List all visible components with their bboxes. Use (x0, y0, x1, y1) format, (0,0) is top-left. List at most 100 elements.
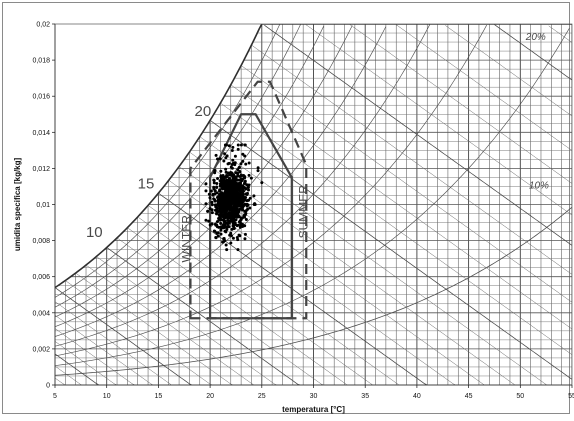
scatter-point (220, 186, 224, 190)
scatter-point (222, 237, 226, 241)
wet-bulb-line (55, 301, 174, 385)
scatter-point (222, 223, 226, 226)
scatter-point (218, 157, 222, 161)
scatter-point (231, 161, 235, 165)
scatter-point (219, 174, 223, 178)
scatter-point (243, 232, 247, 236)
scatter-point (237, 233, 241, 237)
summer-label: SUMMER (296, 185, 310, 239)
relative-humidity-curve (55, 25, 353, 328)
wet-bulb-line (240, 65, 572, 303)
scatter-point (232, 226, 236, 230)
scatter-point (233, 200, 237, 204)
scatter-point (222, 159, 226, 163)
wet-bulb-line (494, 24, 572, 81)
scatter-point (204, 218, 208, 222)
wet-bulb-line (116, 237, 324, 385)
scatter-point (243, 143, 247, 147)
scatter-point (245, 199, 249, 203)
scatter-point (216, 157, 219, 161)
scatter-point (226, 162, 230, 166)
relative-humidity-curve (55, 24, 281, 298)
scatter-point (220, 201, 224, 205)
y-tick-label: 0,002 (32, 346, 50, 353)
x-tick-label: 35 (361, 393, 369, 400)
scatter-point (216, 234, 220, 238)
scatter-point (236, 147, 240, 151)
scatter-point (219, 232, 223, 236)
y-tick-label: 0,014 (32, 130, 50, 137)
wet-bulb-line (55, 315, 154, 385)
scatter-point (236, 248, 240, 252)
scatter-point (243, 154, 247, 158)
scatter-point (242, 186, 246, 190)
scatter-point (238, 221, 242, 225)
scatter-point (225, 248, 229, 252)
x-tick-label: 25 (258, 393, 266, 400)
scatter-point (247, 161, 251, 165)
scatter-point (207, 219, 211, 223)
scatter-point (218, 218, 222, 222)
scatter-point (224, 180, 228, 184)
wet-bulb-line (55, 353, 100, 385)
wet-bulb-line (127, 227, 350, 385)
x-tick-label: 45 (465, 393, 473, 400)
chart-annotation: 10% (529, 180, 549, 191)
wet-bulb-line (106, 247, 301, 385)
scatter-point (237, 188, 241, 192)
scatter-point (243, 175, 247, 179)
scatter-point (208, 196, 212, 200)
scatter-point (220, 183, 224, 187)
scatter-point (245, 207, 249, 211)
scatter-point (245, 183, 249, 187)
scatter-point (232, 173, 236, 177)
scatter-point (224, 156, 228, 160)
scatter-point (219, 225, 223, 229)
scatter-point (222, 218, 226, 222)
wet-bulb-line (85, 264, 255, 385)
chart-annotation: 20% (525, 32, 546, 43)
scatter-point (231, 158, 235, 162)
scatter-point (240, 179, 244, 183)
scatter-point (227, 177, 231, 181)
scatter-point (237, 186, 241, 190)
scatter-point (219, 169, 223, 173)
relative-humidity-curve (55, 27, 570, 366)
wet-bulb-line (230, 84, 572, 330)
scatter-point (252, 194, 256, 198)
scatter-point (213, 171, 217, 175)
wet-bulb-line (305, 24, 572, 216)
scatter-point (245, 192, 249, 196)
wet-bulb-line (396, 24, 572, 151)
scatter-point (252, 203, 256, 207)
scatter-point (229, 195, 233, 199)
scatter-point (233, 221, 237, 225)
y-tick-label: 0,018 (32, 58, 50, 65)
scatter-point (226, 207, 230, 211)
scatter-point (237, 166, 241, 170)
scatter-point (210, 200, 214, 204)
x-tick-label: 5 (53, 393, 57, 400)
scatter-point (221, 240, 225, 244)
scatter-point (231, 145, 235, 149)
wet-bulb-line (55, 287, 193, 385)
scatter-point (243, 181, 247, 185)
wet-bulb-line (220, 102, 572, 355)
scatter-point (236, 202, 240, 206)
scatter-point (224, 230, 228, 234)
scatter-point (243, 224, 247, 228)
scatter-point (224, 243, 228, 247)
y-tick-label: 0,004 (32, 310, 50, 317)
x-tick-label: 55 (568, 393, 574, 400)
scatter-point (210, 208, 214, 212)
winter-label: WINTER (179, 215, 193, 263)
y-axis-label: umidita specifica [kg/kg] (13, 157, 22, 251)
wet-bulb-line (55, 365, 84, 385)
scatter-point (215, 220, 219, 224)
scatter-point (234, 218, 238, 222)
scatter-point (204, 202, 208, 206)
scatter-point (238, 175, 242, 179)
scatter-point (244, 218, 248, 222)
scatter-point (229, 173, 233, 177)
wet-bulb-line (264, 24, 572, 246)
